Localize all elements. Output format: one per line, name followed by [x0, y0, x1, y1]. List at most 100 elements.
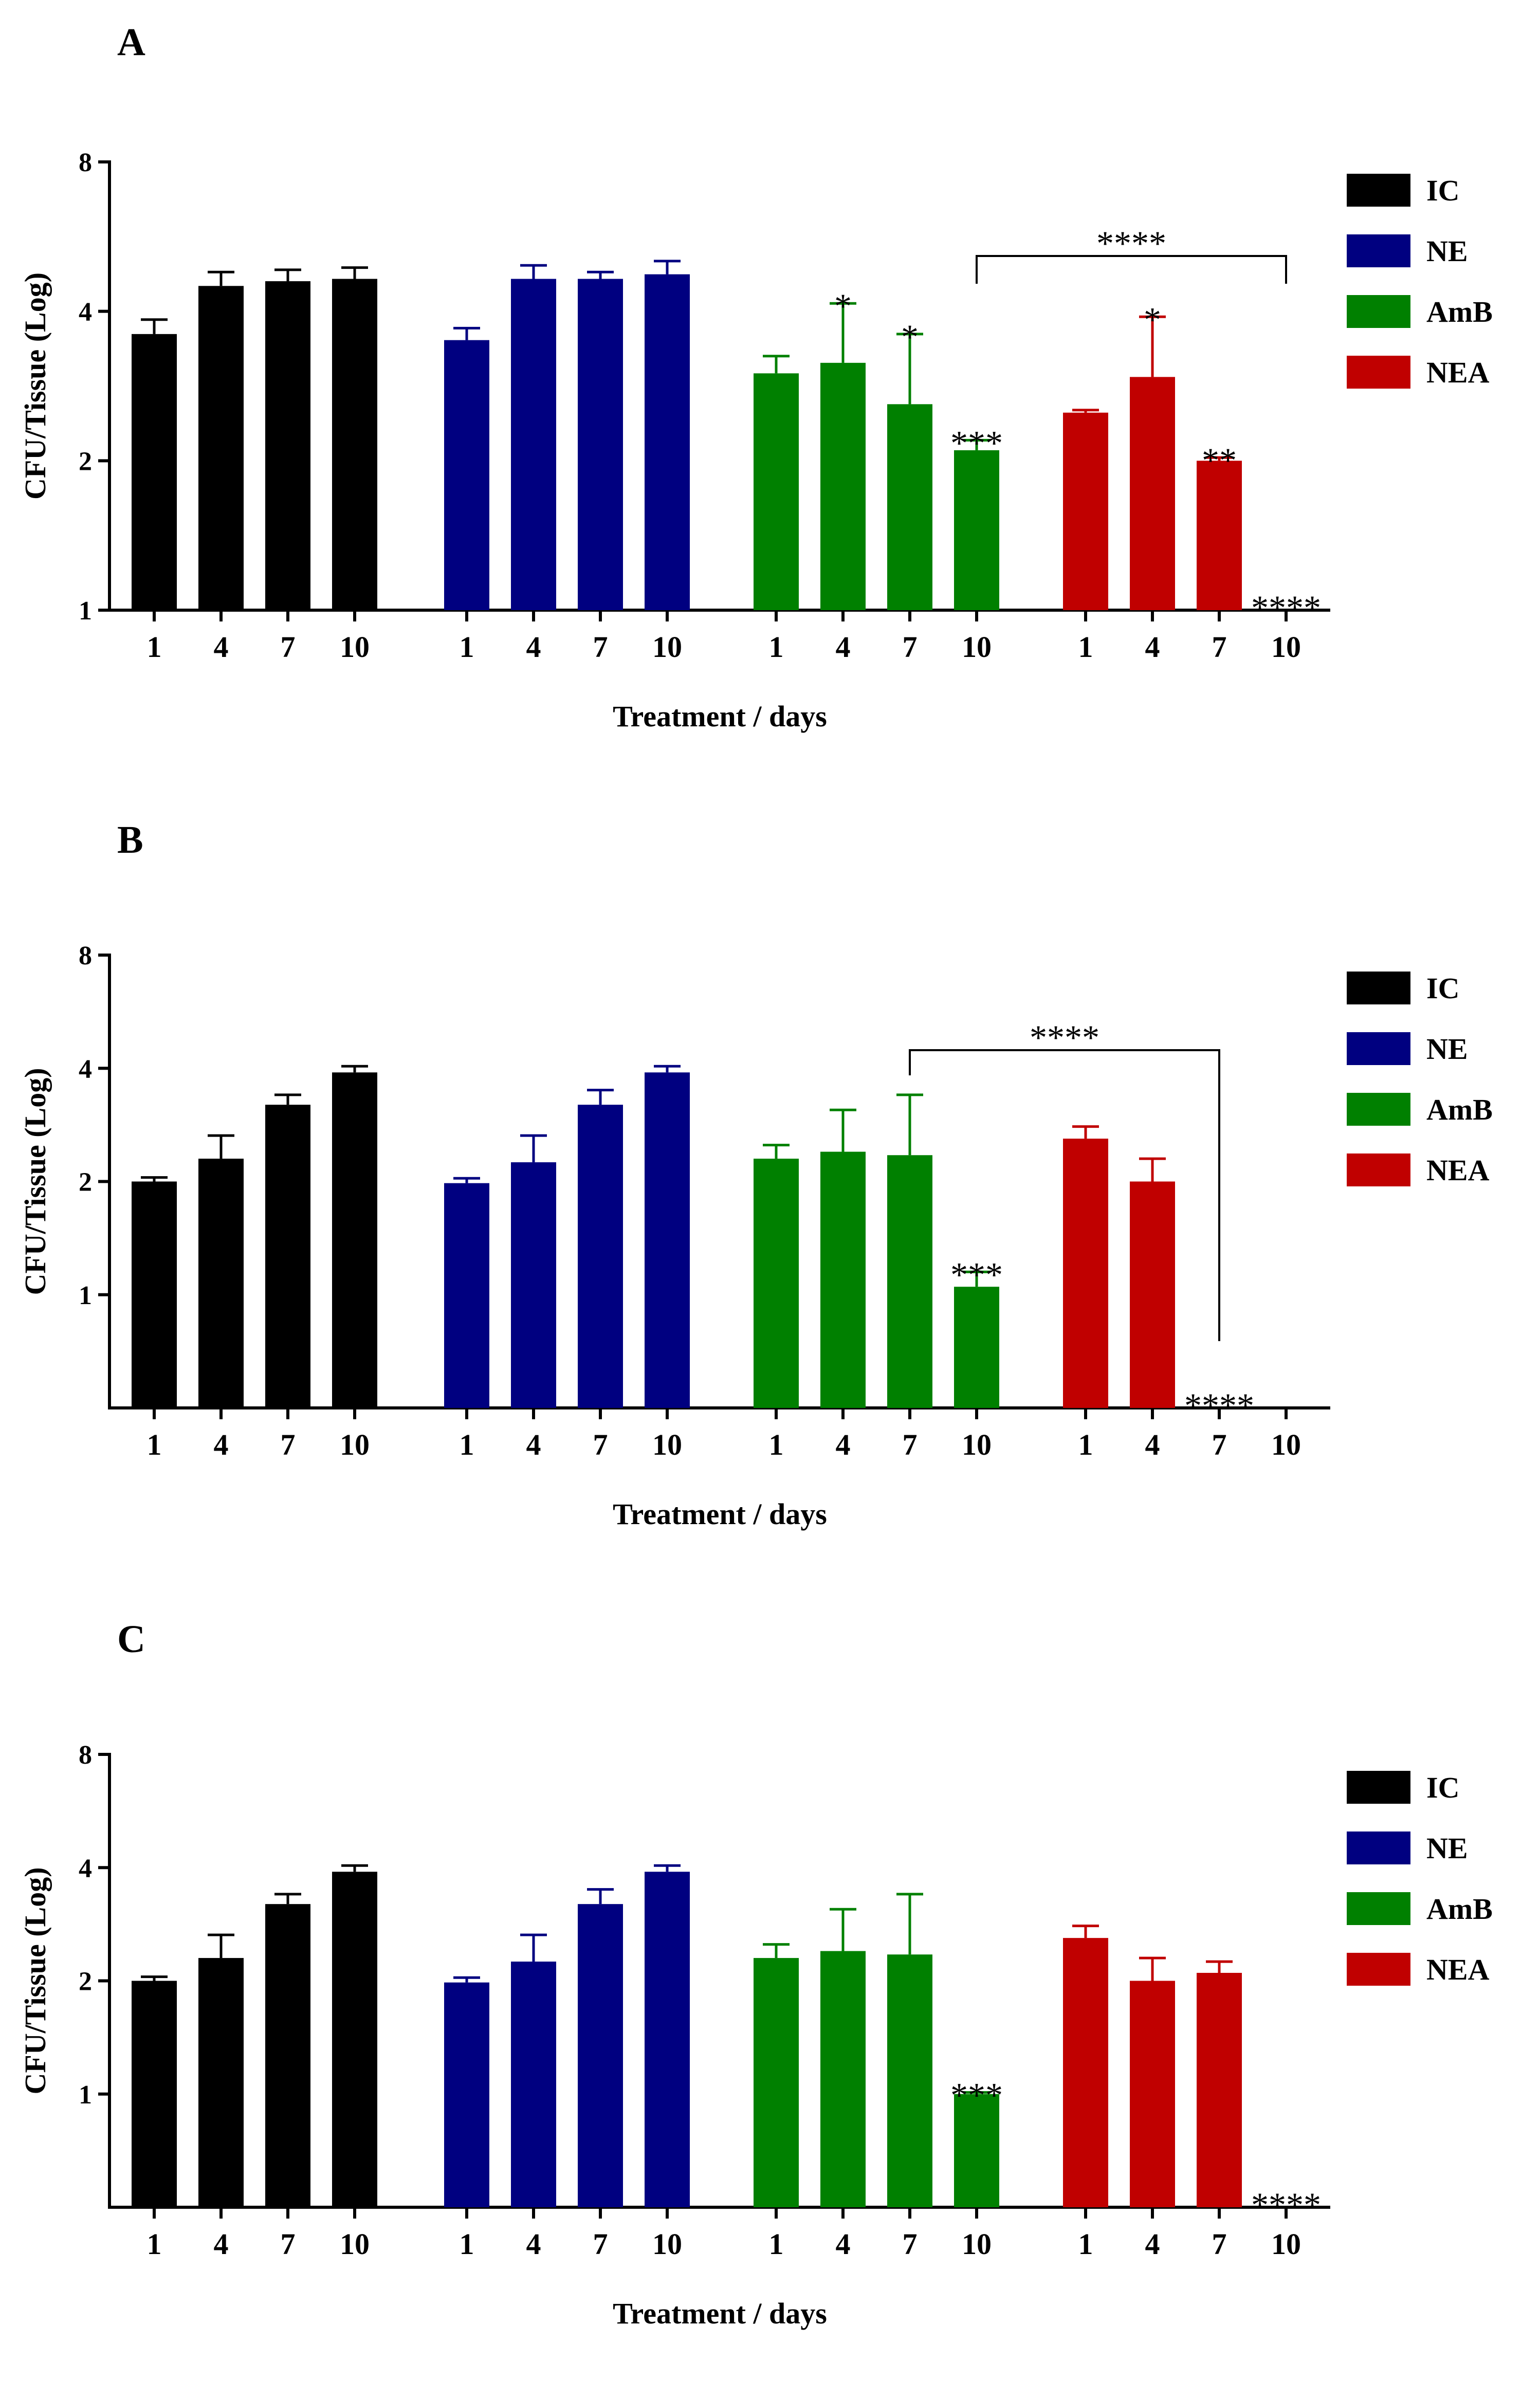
x-tick-label: 10	[652, 630, 682, 664]
x-tick-label: 4	[526, 2227, 541, 2261]
legend-swatch-nea	[1347, 1153, 1410, 1186]
y-tick-label: 8	[79, 148, 92, 177]
x-tick-label: 1	[147, 2227, 162, 2261]
x-tick-label: 1	[1078, 630, 1093, 664]
x-tick-label: 4	[1145, 1428, 1160, 1461]
bar-ne-day-4	[511, 279, 556, 610]
y-tick-label: 2	[79, 1967, 92, 1997]
panel-letter: C	[117, 1618, 145, 1661]
legend-label-ic: IC	[1426, 1771, 1459, 1804]
bar-ne-day-10	[645, 274, 690, 610]
legend-label-amb: AmB	[1426, 295, 1493, 328]
bar-amb-day-10	[954, 450, 999, 610]
x-tick-label: 7	[281, 1428, 296, 1461]
bar-nea-day-4	[1130, 1981, 1175, 2207]
panel-letter: B	[117, 818, 143, 862]
y-axis-title: CFU/Tissue (Log)	[19, 1068, 52, 1295]
legend-label-nea: NEA	[1426, 356, 1490, 389]
x-tick-label: 10	[962, 2227, 992, 2261]
bracket-label: ****	[1030, 1018, 1099, 1057]
x-tick-label: 7	[593, 1428, 608, 1461]
significance-bracket	[909, 1049, 1220, 1341]
x-tick-label: 7	[593, 630, 608, 664]
bar-ne-day-10	[645, 1872, 690, 2207]
legend-label-ne: NE	[1426, 1032, 1468, 1066]
x-tick-label: 7	[1212, 1428, 1227, 1461]
legend-label-nea: NEA	[1426, 1953, 1490, 1986]
bar-nea-day-1	[1063, 1139, 1108, 1408]
x-tick-label: 10	[652, 1428, 682, 1461]
panel-c: C 1 2 4 8 CFU/Tissue (Log) 1 4 7 10 1 4 7 10 1 4 7 10 *** 1…	[19, 1618, 1493, 2330]
x-tick-label: 1	[1078, 1428, 1093, 1461]
legend-swatch-nea	[1347, 1953, 1410, 1986]
x-tick-label: 4	[214, 1428, 229, 1461]
bar-ne-day-7	[578, 1904, 623, 2207]
x-tick-label: 4	[836, 2227, 851, 2261]
x-tick-label: 10	[652, 2227, 682, 2261]
x-tick-label: 7	[593, 2227, 608, 2261]
legend-swatch-amb	[1347, 1093, 1410, 1126]
bar-amb-day-1	[754, 373, 799, 610]
x-tick-label: 4	[836, 1428, 851, 1461]
legend-label-ne: NE	[1426, 234, 1468, 268]
x-tick-label: 1	[769, 1428, 784, 1461]
significance-bracket	[976, 255, 1287, 284]
x-tick-label: 10	[1271, 1428, 1301, 1461]
x-tick-label: 4	[214, 630, 229, 664]
x-tick-label: 10	[1271, 2227, 1301, 2261]
y-tick-label: 1	[79, 596, 92, 626]
bar-ne-day-10	[645, 1072, 690, 1408]
legend-swatch-amb	[1347, 1892, 1410, 1925]
panel-letter: A	[117, 21, 145, 64]
x-tick-label: 10	[340, 1428, 370, 1461]
x-tick-label: 10	[962, 1428, 992, 1461]
bar-ic-day-10	[332, 279, 377, 610]
legend-swatch-ic	[1347, 174, 1410, 207]
x-tick-label: 1	[769, 630, 784, 664]
legend-swatch-amb	[1347, 295, 1410, 328]
bar-ne-day-1	[444, 1183, 489, 1408]
bar-ic-day-10	[332, 1872, 377, 2207]
bar-amb-day-4	[820, 1151, 866, 1408]
bar-amb-day-10	[954, 1287, 999, 1408]
legend-label-nea: NEA	[1426, 1153, 1490, 1187]
legend-swatch-ne	[1347, 1831, 1410, 1864]
significance-marker: ***	[950, 423, 1003, 462]
legend-label-ic: IC	[1426, 174, 1459, 207]
bar-ne-day-7	[578, 1105, 623, 1408]
x-tick-label: 7	[281, 630, 296, 664]
x-tick-label: 4	[836, 630, 851, 664]
x-tick-label: 10	[340, 630, 370, 664]
bar-amb-day-7	[887, 404, 932, 610]
bar-ic-day-4	[198, 286, 244, 610]
significance-marker: *	[834, 286, 852, 325]
bar-nea-day-7	[1197, 461, 1242, 610]
x-tick-label: 4	[526, 1428, 541, 1461]
bar-amb-day-7	[887, 1155, 932, 1408]
legend-swatch-ne	[1347, 1032, 1410, 1065]
legend-label-amb: AmB	[1426, 1093, 1493, 1126]
bar-amb-day-7	[887, 1954, 932, 2207]
significance-marker: ****	[1251, 588, 1321, 627]
x-tick-label: 7	[1212, 630, 1227, 664]
y-tick-label: 2	[79, 1168, 92, 1197]
y-tick-label: 1	[79, 1281, 92, 1310]
significance-marker: *	[1144, 300, 1161, 339]
bar-ne-day-4	[511, 1962, 556, 2207]
y-tick-label: 2	[79, 447, 92, 476]
bar-nea-day-1	[1063, 1938, 1108, 2207]
y-axis-title: CFU/Tissue (Log)	[19, 1867, 52, 2094]
bar-amb-day-4	[820, 1951, 866, 2207]
y-tick-label: 4	[79, 1854, 92, 1883]
bar-ne-day-7	[578, 279, 623, 610]
bar-amb-day-1	[754, 1958, 799, 2207]
significance-marker: **	[1202, 441, 1237, 480]
significance-marker: ****	[1184, 1386, 1254, 1425]
x-tick-label: 4	[214, 2227, 229, 2261]
x-axis-title: Treatment / days	[613, 2297, 827, 2330]
bar-ic-day-7	[265, 1105, 310, 1408]
x-tick-label: 4	[1145, 630, 1160, 664]
bar-amb-day-10	[954, 2094, 999, 2207]
